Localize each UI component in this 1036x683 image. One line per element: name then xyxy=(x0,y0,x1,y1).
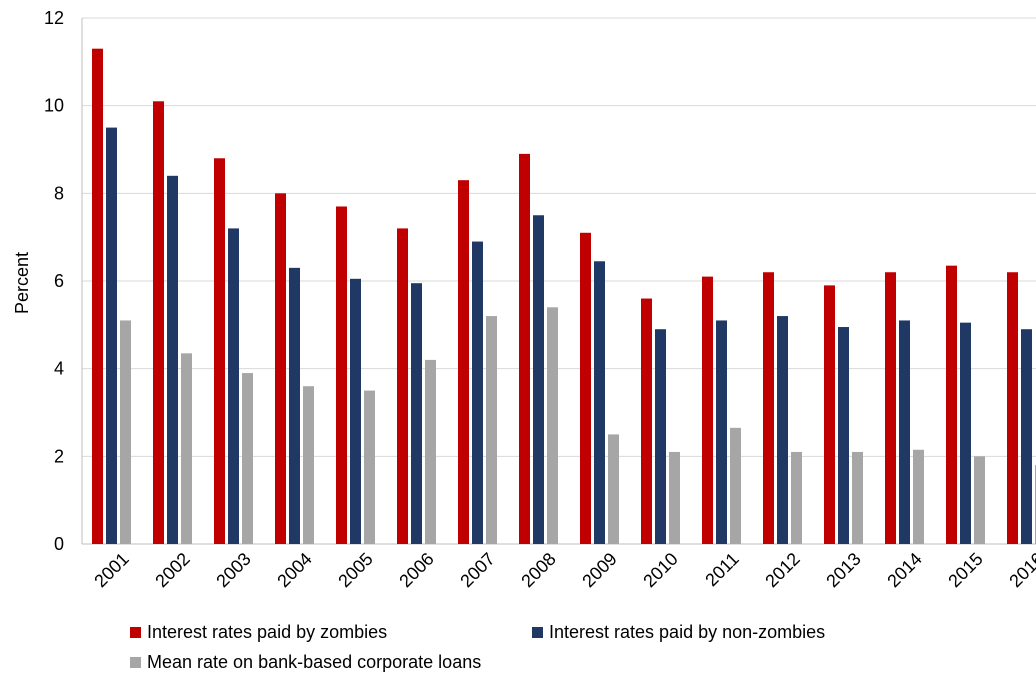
x-tick-label-2002: 2002 xyxy=(151,549,193,591)
bar-non-zombies-2011 xyxy=(716,320,727,544)
legend-label-mean-rate: Mean rate on bank-based corporate loans xyxy=(147,652,482,672)
bar-zombies-2007 xyxy=(458,180,469,544)
bar-mean-rate-2015 xyxy=(974,456,985,544)
bar-mean-rate-2009 xyxy=(608,434,619,544)
gridlines xyxy=(82,17,1036,457)
bar-non-zombies-2012 xyxy=(777,316,788,544)
legend-swatch-non-zombies xyxy=(532,627,543,638)
x-tick-labels: 2001 2002 2003 2004 2005 2006 2007 2008 2009 2010… xyxy=(90,549,1036,591)
bar-non-zombies-2003 xyxy=(228,228,239,544)
x-tick-label-2005: 2005 xyxy=(334,549,376,591)
bar-mean-rate-2004 xyxy=(303,386,314,544)
legend-swatch-mean-rate xyxy=(130,657,141,668)
y-tick-label: 4 xyxy=(54,359,64,379)
bar-non-zombies-2014 xyxy=(899,320,910,544)
bar-zombies-2006 xyxy=(397,228,408,544)
axes xyxy=(81,18,1036,545)
x-tick-label-2003: 2003 xyxy=(212,549,254,591)
bar-zombies-2001 xyxy=(92,48,103,544)
y-axis-label: Percent xyxy=(12,252,32,314)
y-tick-label: 6 xyxy=(54,271,64,291)
x-tick-label-2007: 2007 xyxy=(456,549,498,591)
x-tick-label-2010: 2010 xyxy=(639,549,681,591)
bar-zombies-2014 xyxy=(885,272,896,544)
bar-zombies-2004 xyxy=(275,193,286,545)
bar-mean-rate-2002 xyxy=(181,353,192,544)
legend-item-mean-rate: Mean rate on bank-based corporate loans xyxy=(130,652,481,673)
bar-non-zombies-2005 xyxy=(350,278,361,544)
bar-non-zombies-2016 xyxy=(1021,329,1032,544)
bar-mean-rate-2014 xyxy=(913,449,924,544)
legend-label-zombies: Interest rates paid by zombies xyxy=(147,622,388,642)
bar-non-zombies-2008 xyxy=(533,215,544,544)
bar-zombies-2002 xyxy=(153,101,164,545)
y-tick-labels: 0 2 4 6 8 10 12 xyxy=(44,8,64,554)
bar-zombies-2003 xyxy=(214,158,225,544)
x-tick-label-2014: 2014 xyxy=(883,549,925,591)
x-tick-label-2011: 2011 xyxy=(701,549,743,591)
bar-mean-rate-2005 xyxy=(364,390,375,544)
legend-swatch-zombies xyxy=(130,627,141,638)
bar-zombies-2012 xyxy=(763,272,774,544)
bar-non-zombies-2004 xyxy=(289,267,300,544)
bar-mean-rate-2001 xyxy=(120,320,131,544)
y-tick-label: 2 xyxy=(54,446,64,466)
bar-non-zombies-2006 xyxy=(411,283,422,544)
bars xyxy=(92,48,1036,545)
x-tick-label-2004: 2004 xyxy=(273,549,315,591)
bar-zombies-2011 xyxy=(702,276,713,544)
bar-mean-rate-2010 xyxy=(669,451,680,544)
bar-mean-rate-2013 xyxy=(852,451,863,544)
bar-zombies-2008 xyxy=(519,153,530,544)
bar-mean-rate-2011 xyxy=(730,427,741,544)
bar-zombies-2016 xyxy=(1007,272,1018,544)
bar-non-zombies-2007 xyxy=(472,241,483,545)
x-tick-label-2012: 2012 xyxy=(761,549,803,591)
y-tick-label: 8 xyxy=(54,183,64,203)
bar-mean-rate-2008 xyxy=(547,307,558,544)
bar-non-zombies-2010 xyxy=(655,329,666,544)
bar-non-zombies-2015 xyxy=(960,322,971,544)
y-tick-label: 12 xyxy=(44,8,64,28)
legend-item-non-zombies: Interest rates paid by non-zombies xyxy=(532,622,825,643)
bar-mean-rate-2003 xyxy=(242,373,253,544)
x-tick-label-2008: 2008 xyxy=(517,549,559,591)
bar-zombies-2013 xyxy=(824,285,835,544)
x-tick-label-2009: 2009 xyxy=(578,549,620,591)
bar-mean-rate-2006 xyxy=(425,359,436,544)
y-tick-label: 0 xyxy=(54,534,64,554)
bar-non-zombies-2013 xyxy=(838,327,849,544)
bar-zombies-2009 xyxy=(580,232,591,545)
bar-non-zombies-2002 xyxy=(167,175,178,545)
x-tick-label-2006: 2006 xyxy=(395,549,437,591)
legend-item-zombies: Interest rates paid by zombies xyxy=(130,622,387,643)
bar-non-zombies-2009 xyxy=(594,261,605,544)
x-tick-label-2015: 2015 xyxy=(944,549,986,591)
bar-zombies-2005 xyxy=(336,206,347,544)
y-tick-label: 10 xyxy=(44,96,64,116)
legend-label-non-zombies: Interest rates paid by non-zombies xyxy=(549,622,826,642)
bar-zombies-2015 xyxy=(946,265,957,544)
x-tick-label-2001: 2001 xyxy=(90,549,132,591)
bar-mean-rate-2012 xyxy=(791,451,802,544)
bar-mean-rate-2007 xyxy=(486,316,497,544)
x-tick-label-2013: 2013 xyxy=(822,549,864,591)
bar-zombies-2010 xyxy=(641,298,652,544)
bar-non-zombies-2001 xyxy=(106,127,117,544)
x-tick-label-2016: 2016 xyxy=(1005,549,1036,591)
